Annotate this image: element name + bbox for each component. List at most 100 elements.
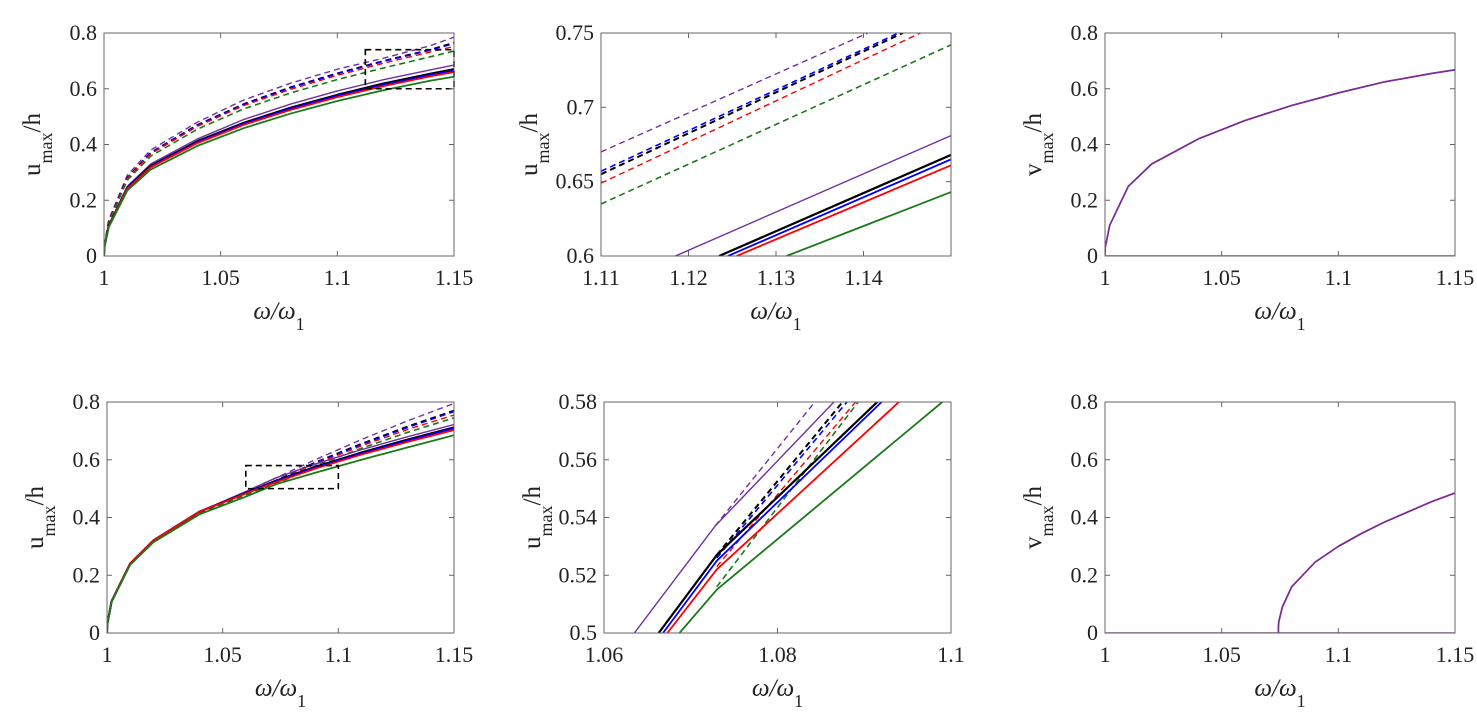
x-tick-label: 1.05 [1202, 642, 1241, 667]
solid-series-line [662, 402, 883, 633]
solid-series-line [666, 402, 900, 633]
y-tick-label: 0.5 [570, 620, 598, 645]
x-tick-label: 1.1 [324, 265, 352, 290]
x-tick-label: 1.1 [1325, 265, 1353, 290]
dashed-series-line [714, 402, 816, 527]
solid-series-line [657, 402, 879, 633]
y-tick-label: 0.2 [1071, 562, 1099, 587]
y-tick-label: 0.58 [559, 389, 598, 414]
x-axis-label: ω/ω1 [750, 298, 801, 334]
x-tick-label: 1.15 [435, 642, 474, 667]
plot-area [104, 36, 454, 256]
x-tick-label: 1.05 [203, 642, 242, 667]
solid-series-line [107, 429, 454, 633]
x-tick-label: 1.14 [844, 265, 883, 290]
y-tick-label: 0.6 [70, 76, 98, 101]
y-tick-label: 0.6 [1071, 76, 1099, 101]
x-tick-label: 1.05 [1202, 265, 1241, 290]
solid-series-line [786, 191, 951, 256]
y-tick-label: 0.7 [567, 94, 595, 119]
y-tick-label: 0.75 [556, 20, 595, 45]
y-tick-label: 0.8 [1071, 20, 1099, 45]
y-tick-label: 0.8 [1071, 389, 1099, 414]
chart-top-middle: 1.11 1.12 1.13 1.14 0.6 0.65 0.7 0.75 ω/ω1 umax/h [516, 20, 952, 334]
axes-frame [103, 32, 455, 257]
dashed-series-line [716, 402, 848, 559]
y-axis-label: umax/h [19, 113, 56, 176]
dashed-series-line [716, 402, 859, 588]
dashed-series-line [107, 417, 454, 633]
dashed-series-line [601, 33, 921, 184]
plot-area [1105, 69, 1455, 256]
y-axis-label: vmax/h [1020, 486, 1057, 549]
solid-series-line [727, 158, 951, 256]
chart-bottom-right: 1 1.05 1.1 1.15 0 0.2 0.4 0.6 0.8 ω/ω1 vmax/h [1020, 389, 1474, 711]
x-tick-label: 1.05 [201, 265, 240, 290]
solid-series-line [104, 64, 454, 256]
plot-area [633, 402, 943, 633]
dashed-series-line [104, 36, 454, 256]
plot-area [1105, 492, 1455, 633]
plot-area [601, 33, 951, 256]
y-tick-label: 0.6 [73, 447, 101, 472]
solid-series-line [1105, 69, 1455, 256]
y-tick-label: 0.6 [1071, 447, 1099, 472]
y-tick-label: 0.4 [1071, 132, 1099, 157]
y-tick-label: 0 [86, 243, 97, 268]
y-tick-label: 0.8 [73, 389, 101, 414]
solid-series-line [736, 164, 951, 256]
solid-series-line [107, 434, 454, 633]
y-tick-label: 0.4 [70, 132, 98, 157]
solid-series-line [1277, 492, 1455, 633]
axes-frame [600, 32, 952, 257]
solid-series-line [678, 402, 943, 633]
x-tick-label: 1.15 [1436, 265, 1475, 290]
y-axis-label: umax/h [22, 486, 59, 549]
x-tick-label: 1 [1100, 265, 1111, 290]
solid-series-line [107, 427, 454, 633]
x-tick-label: 1.15 [435, 265, 474, 290]
dashed-series-line [104, 50, 454, 256]
dashed-series-line [107, 410, 454, 633]
dashed-series-line [601, 33, 869, 153]
y-tick-label: 0 [89, 620, 100, 645]
axes-frame [603, 401, 952, 634]
zoom-box [245, 464, 340, 490]
solid-series-line [107, 423, 454, 633]
axes-frame [106, 401, 455, 634]
solid-series-line [1277, 492, 1455, 633]
solid-series-line [104, 69, 454, 256]
y-tick-label: 0 [1087, 243, 1098, 268]
x-tick-label: 1 [1100, 642, 1111, 667]
chart-bottom-left: 1 1.05 1.1 1.15 0 0.2 0.4 0.6 0.8 ω/ω1 umax/h [22, 389, 473, 711]
solid-series-line [104, 75, 454, 256]
solid-series-line [718, 153, 951, 256]
x-axis-label: ω/ω1 [1254, 675, 1305, 711]
x-axis-label: ω/ω1 [253, 298, 304, 334]
x-axis-label: ω/ω1 [1254, 298, 1305, 334]
solid-series-line [104, 71, 454, 256]
solid-series-line [1105, 69, 1455, 256]
x-tick-label: 1.1 [937, 642, 965, 667]
x-tick-label: 1.15 [1436, 642, 1475, 667]
axes-frame [1104, 401, 1456, 634]
y-tick-label: 0.2 [1071, 187, 1099, 212]
dashed-series-line [601, 44, 951, 205]
chart-top-right: 1 1.05 1.1 1.15 0 0.2 0.4 0.6 0.8 ω/ω1 vmax/h [1020, 20, 1474, 334]
x-axis-label: ω/ω1 [255, 675, 306, 711]
y-tick-label: 0.2 [70, 187, 98, 212]
x-axis-label: ω/ω1 [752, 675, 803, 711]
solid-series-line [675, 134, 951, 256]
y-axis-label: umax/h [519, 486, 556, 549]
dashed-series-line [104, 45, 454, 256]
x-tick-label: 1.08 [758, 642, 797, 667]
y-axis-label: umax/h [516, 113, 553, 176]
y-tick-label: 0.4 [73, 505, 101, 530]
chart-bottom-middle: 1.06 1.08 1.1 0.5 0.52 0.54 0.56 0.58 ω/ω1 umax/h [519, 389, 965, 711]
x-tick-label: 1.1 [325, 642, 353, 667]
dashed-series-line [107, 414, 454, 633]
x-tick-label: 1.06 [585, 642, 624, 667]
x-tick-label: 1.11 [582, 265, 620, 290]
dashed-series-line [601, 33, 899, 172]
